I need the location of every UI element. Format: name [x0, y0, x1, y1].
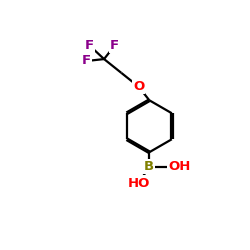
Text: B: B: [144, 160, 154, 173]
Text: HO: HO: [128, 176, 150, 190]
Text: O: O: [133, 80, 144, 93]
Text: OH: OH: [168, 160, 191, 173]
Text: F: F: [110, 39, 119, 52]
Text: F: F: [82, 54, 91, 68]
Text: F: F: [85, 39, 94, 52]
